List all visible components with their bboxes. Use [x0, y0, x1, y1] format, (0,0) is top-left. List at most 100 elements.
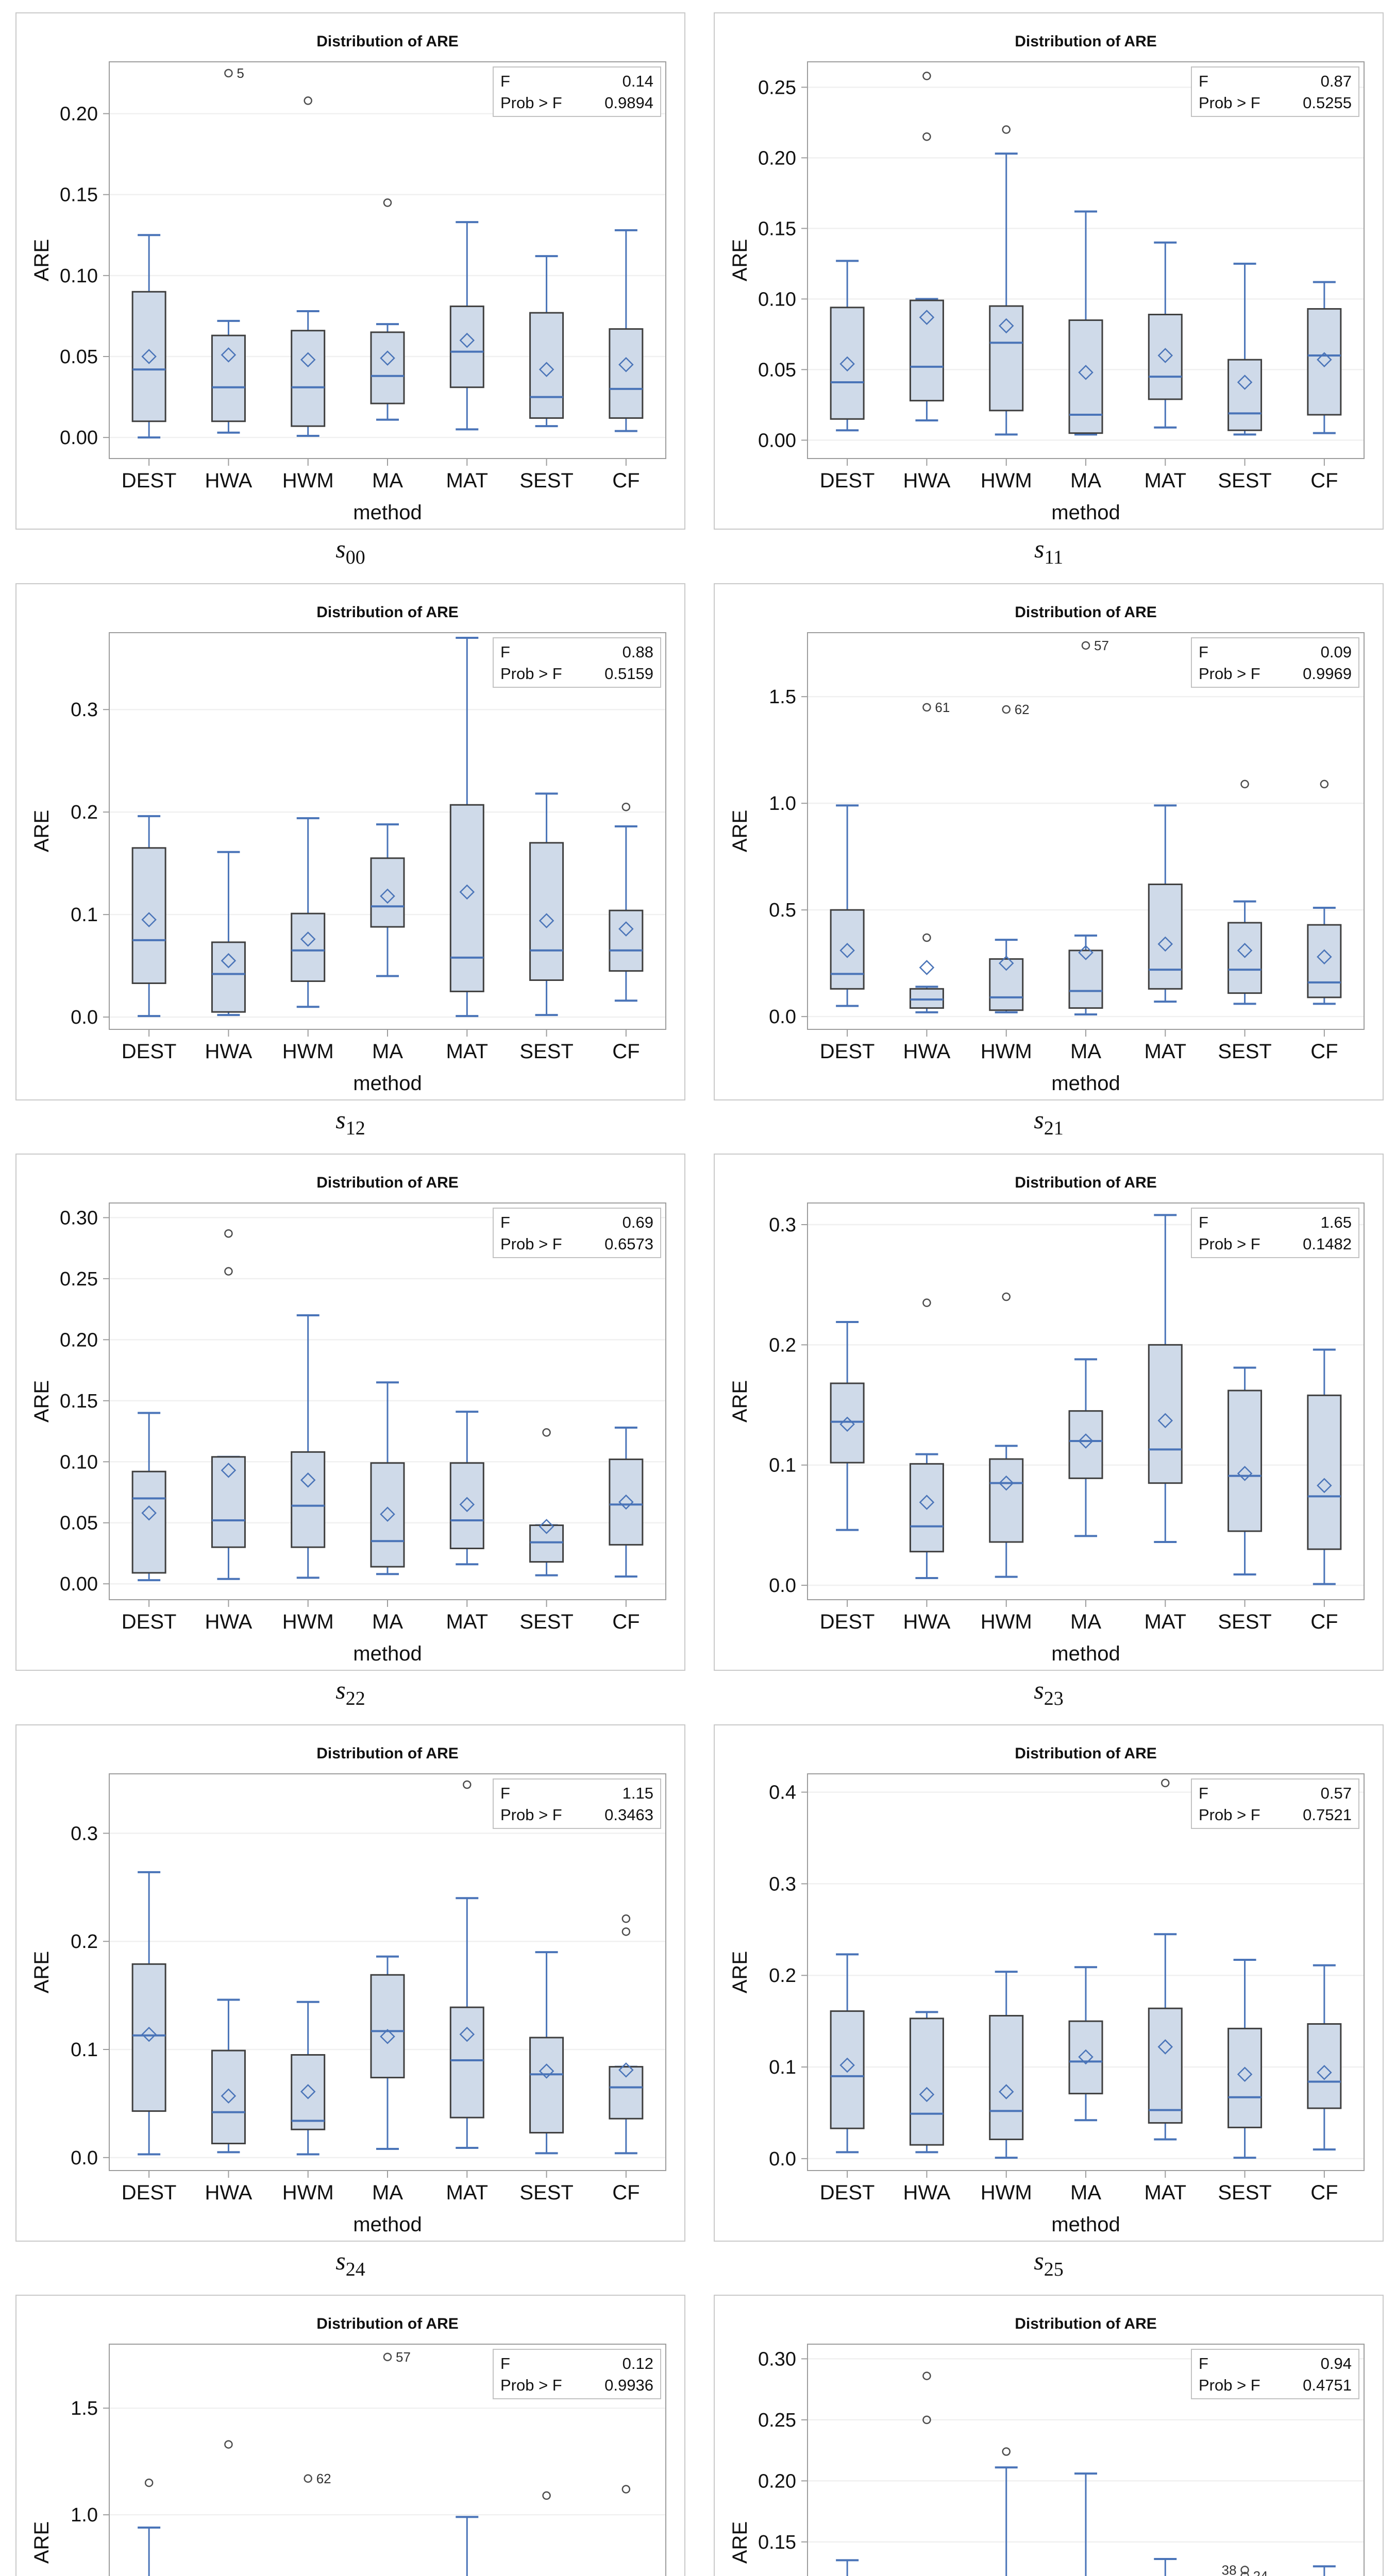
iqr-box	[609, 909, 644, 972]
x-tick-label: HWM	[282, 469, 334, 492]
iqr-box	[830, 1382, 865, 1464]
iqr-box	[370, 331, 405, 404]
outlier-marker	[621, 1914, 631, 1923]
stats-f-value: 0.14	[623, 72, 653, 90]
outlier-marker	[224, 69, 233, 78]
y-tick-label: 0.10	[60, 1451, 98, 1473]
boxplot-HWM	[291, 2001, 326, 2156]
boxplot-CF	[1307, 1348, 1342, 1585]
boxplot-HWM	[995, 2447, 1018, 2576]
mean-diamond-marker	[618, 357, 634, 372]
iqr-box	[609, 2065, 644, 2120]
subplot-caption-s21: s21	[714, 1105, 1384, 1140]
y-tick-label: 0.4	[769, 1782, 796, 1803]
stats-f-label: F	[500, 72, 510, 90]
x-tick-label: HWM	[282, 1040, 334, 1063]
stats-f-value: 0.12	[623, 2354, 653, 2372]
x-tick-label: DEST	[122, 1611, 177, 1633]
mean-diamond-marker	[141, 1505, 157, 1521]
boxplot-MA	[370, 1381, 405, 1575]
x-tick-label: MA	[1070, 1040, 1101, 1063]
plot-title: Distribution of ARE	[1015, 1174, 1157, 1191]
y-tick-label: 0.05	[758, 359, 796, 381]
iqr-box	[830, 2010, 865, 2129]
boxplot-MA	[370, 198, 405, 421]
anova-stats-box: F 0.09 Prob > F 0.9969	[1191, 637, 1359, 688]
y-axis-label: ARE	[729, 2521, 751, 2564]
x-tick-label: MA	[372, 469, 403, 492]
x-tick-label: SEST	[519, 1040, 573, 1063]
x-tick-label: MAT	[446, 2181, 488, 2204]
outlier-marker	[1240, 779, 1249, 788]
mean-diamond-marker	[618, 2062, 634, 2078]
plot-svg-s23: 0.0 0.1 0.2 0.3 DEST HWA HWM MA MAT SEST CF Distrib…	[729, 1174, 1365, 1665]
boxplot-MA	[1068, 1965, 1103, 2121]
subplot-caption-s23: s23	[714, 1675, 1384, 1710]
boxplot-CF	[621, 2485, 631, 2494]
mean-diamond-marker	[839, 2057, 855, 2073]
iqr-box	[909, 2017, 944, 2146]
y-tick-label: 0.3	[71, 699, 98, 721]
boxplot-DEST	[830, 260, 865, 432]
stats-f-label: F	[1199, 1784, 1208, 1802]
boxplot-MAT	[1148, 1214, 1183, 1543]
boxplot-DEST	[131, 234, 166, 439]
stats-f-label: F	[1199, 643, 1208, 661]
x-tick-label: SEST	[1218, 2181, 1271, 2204]
x-tick-label: MA	[372, 1611, 403, 1633]
boxplot-HWA	[909, 72, 944, 422]
boxplot-MAT	[1148, 1778, 1183, 2141]
plot-svg-s31: 0.00.51.01.5DESTHWA62HWM57MAMATSESTCFDis…	[30, 2315, 666, 2576]
y-tick-label: 0.1	[769, 1455, 796, 1477]
outlier-label: 57	[396, 2349, 411, 2365]
y-axis-label: ARE	[729, 1380, 751, 1422]
x-tick-label: HWM	[981, 2181, 1032, 2204]
y-tick-label: 0.20	[60, 104, 98, 125]
iqr-box	[291, 2054, 326, 2130]
stats-prob-value: 0.5255	[1303, 94, 1352, 112]
caption-symbol: s	[335, 2246, 346, 2275]
boxplot-MAT	[1148, 241, 1183, 429]
x-tick-label: MAT	[1145, 1611, 1186, 1633]
iqr-box	[1227, 2027, 1263, 2128]
subplot-caption-s12: s12	[15, 1105, 685, 1140]
y-tick-label: 0.1	[71, 904, 98, 926]
x-tick-label: MAT	[1145, 1040, 1186, 1063]
mean-diamond-marker	[1317, 352, 1332, 367]
caption-symbol: s	[335, 1105, 346, 1134]
outlier-marker	[224, 1229, 233, 1238]
y-tick-label: 0.15	[758, 2532, 796, 2553]
y-tick-label: 0.2	[71, 1931, 98, 1953]
anova-stats-box: F 1.15 Prob > F 0.3463	[493, 1778, 661, 1829]
mean-diamond-marker	[459, 1497, 475, 1512]
subplot-caption-s25: s25	[714, 2246, 1384, 2281]
subplot-s12: 0.0 0.1 0.2 0.3 DEST HWA HWM MA MAT SEST CF Distrib…	[0, 571, 698, 1141]
iqr-box	[211, 2049, 246, 2144]
plot-title: Distribution of ARE	[316, 33, 459, 50]
outlier-marker	[1002, 2447, 1011, 2456]
x-tick-label: DEST	[122, 1040, 177, 1063]
x-tick-label: DEST	[820, 1611, 875, 1633]
mean-diamond-marker	[998, 1475, 1014, 1491]
boxplot-DEST	[131, 815, 166, 1017]
mean-diamond-marker	[839, 1416, 855, 1432]
outlier-marker	[621, 2485, 631, 2494]
mean-diamond-marker	[839, 356, 855, 372]
stats-f-value: 0.57	[1321, 1784, 1352, 1802]
boxplot-HWM: 62	[989, 702, 1030, 1013]
mean-diamond-marker	[459, 884, 475, 900]
iqr-box	[989, 1458, 1024, 1543]
boxplot-HWM: 62	[304, 2471, 331, 2486]
plot-panel-s31: 0.00.51.01.5DESTHWA62HWM57MAMATSESTCFDis…	[15, 2295, 685, 2576]
plot-panel-s32: 0.000.050.100.150.200.250.30DESTHWAHWMMA…	[714, 2295, 1384, 2576]
subplot-s21: 0.0 0.5 1.0 1.5 DEST 61 HWA 62 HWM 57 MA MAT SEST CF D…	[698, 571, 1396, 1141]
boxplot-HWM	[989, 1292, 1024, 1578]
x-tick-label: MA	[1070, 469, 1101, 492]
iqr-box	[529, 312, 564, 419]
y-tick-label: 1.5	[769, 686, 796, 708]
anova-stats-box: F 0.14 Prob > F 0.9894	[493, 66, 661, 117]
subplot-caption-s22: s22	[15, 1675, 685, 1710]
plot-title: Distribution of ARE	[316, 2315, 459, 2332]
outlier-marker	[1320, 779, 1329, 788]
